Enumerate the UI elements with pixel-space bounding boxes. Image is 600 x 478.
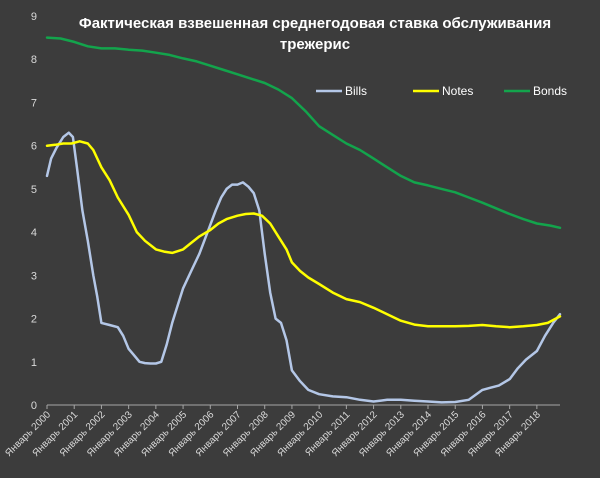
legend-label-bills: Bills [345, 84, 367, 98]
legend-label-notes: Notes [442, 84, 473, 98]
y-tick-label: 9 [31, 11, 37, 23]
series-line-notes [45, 140, 562, 329]
y-tick-label: 6 [31, 141, 37, 153]
chart-title-line2: трежерис [280, 36, 350, 53]
y-tick-label: 5 [31, 184, 37, 196]
series-lines [45, 36, 562, 404]
y-tick-label: 4 [31, 227, 37, 239]
y-tick-label: 1 [31, 357, 37, 369]
series-line-bonds [45, 36, 562, 230]
legend: Bills Notes Bonds [316, 84, 567, 98]
legend-label-bonds: Bonds [533, 84, 567, 98]
chart-title-line1: Фактическая взвешенная среднегодовая ста… [79, 15, 551, 32]
y-tick-label: 0 [31, 400, 37, 412]
y-tick-label: 7 [31, 97, 37, 109]
y-tick-label: 8 [31, 54, 37, 66]
y-tick-label: 3 [31, 270, 37, 282]
series-line-bills [45, 131, 562, 404]
y-tick-label: 2 [31, 314, 37, 326]
